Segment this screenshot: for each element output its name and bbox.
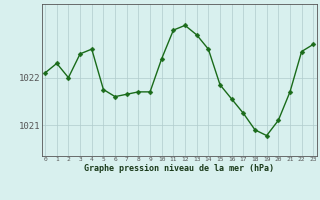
X-axis label: Graphe pression niveau de la mer (hPa): Graphe pression niveau de la mer (hPa) xyxy=(84,164,274,173)
